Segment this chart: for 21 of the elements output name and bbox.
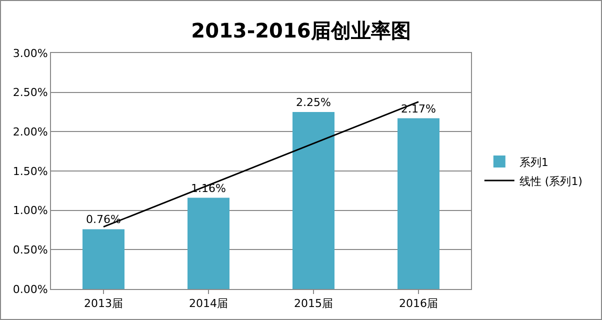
- legend-label: 系列1: [519, 156, 548, 169]
- legend-label: 线性 (系列1): [519, 174, 582, 188]
- data-label: 0.76%: [86, 213, 121, 226]
- bar: [82, 229, 124, 289]
- y-tick-label: 0.50%: [12, 244, 48, 257]
- data-label: 2.25%: [296, 96, 331, 109]
- x-tick-label: 2015届: [294, 297, 333, 310]
- x-tick-label: 2014届: [189, 297, 228, 310]
- y-tick-label: 2.50%: [12, 86, 48, 100]
- y-tick-label: 0.00%: [12, 282, 48, 296]
- bar: [188, 198, 230, 289]
- y-tick-label: 1.50%: [12, 164, 48, 178]
- y-tick-label: 3.00%: [12, 46, 48, 60]
- y-tick-label: 2.00%: [12, 126, 48, 139]
- data-label: 2.17%: [401, 102, 436, 116]
- x-tick-label: 2016届: [399, 297, 438, 310]
- chart-title: 2013-2016届创业率图: [191, 18, 411, 42]
- x-tick-label: 2013届: [84, 297, 123, 310]
- bar: [292, 112, 334, 289]
- bar: [398, 118, 440, 289]
- y-tick-label: 1.00%: [12, 204, 48, 218]
